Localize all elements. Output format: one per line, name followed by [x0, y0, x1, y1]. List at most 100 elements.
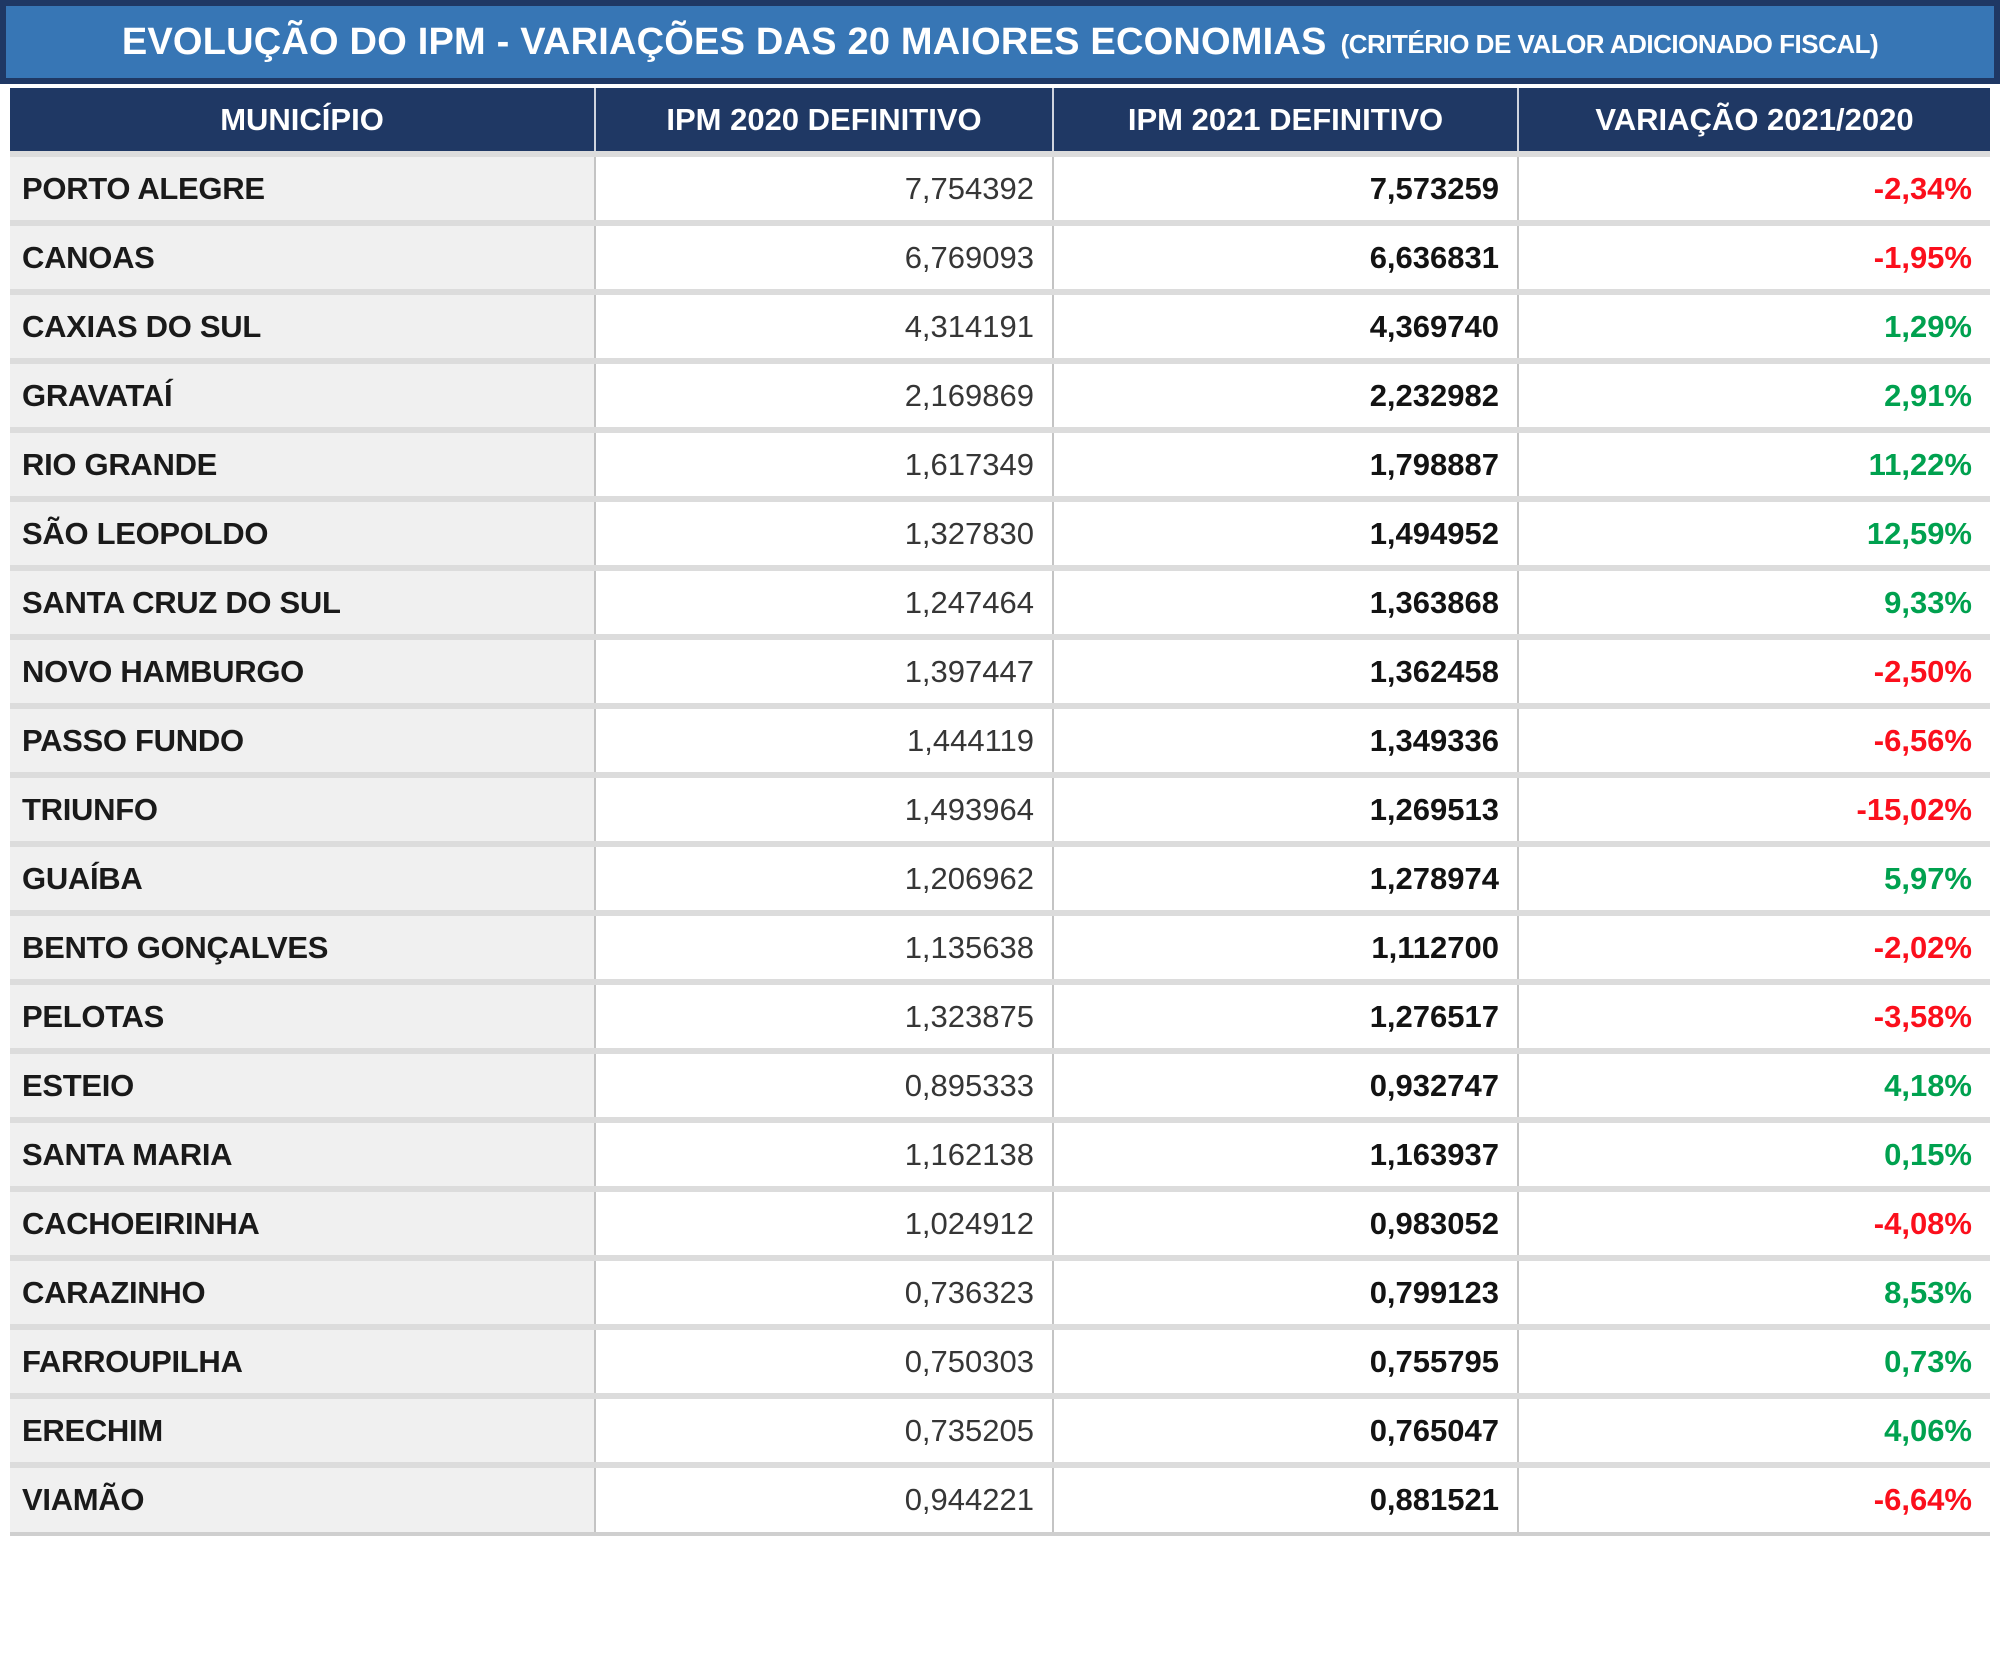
- ipm-2021-cell: 0,983052: [1052, 1189, 1518, 1258]
- municipio-cell: ESTEIO: [10, 1051, 595, 1120]
- ipm-2020-cell: 1,206962: [594, 844, 1053, 913]
- table-title-bar: EVOLUÇÃO DO IPM - VARIAÇÕES DAS 20 MAIOR…: [0, 0, 2000, 84]
- column-header-ipm-2021: IPM 2021 DEFINITIVO: [1052, 88, 1518, 154]
- ipm-2021-cell: 0,765047: [1052, 1396, 1518, 1465]
- ipm-2020-cell: 1,162138: [594, 1120, 1053, 1189]
- ipm-2020-cell: 0,736323: [594, 1258, 1053, 1327]
- column-header-ipm-2020: IPM 2020 DEFINITIVO: [594, 88, 1053, 154]
- ipm-2021-cell: 1,269513: [1052, 775, 1518, 844]
- variacao-cell: -6,56%: [1517, 706, 1990, 775]
- municipio-cell: PELOTAS: [10, 982, 595, 1051]
- municipio-cell: CANOAS: [10, 223, 595, 292]
- municipio-cell: PORTO ALEGRE: [10, 154, 595, 223]
- table-row: RIO GRANDE 1,617349 1,798887 11,22%: [10, 430, 1990, 499]
- table-row: CACHOEIRINHA 1,024912 0,983052 -4,08%: [10, 1189, 1990, 1258]
- ipm-data-table: MUNICÍPIO IPM 2020 DEFINITIVO IPM 2021 D…: [10, 88, 1990, 1536]
- table-row: TRIUNFO 1,493964 1,269513 -15,02%: [10, 775, 1990, 844]
- ipm-2020-cell: 0,895333: [594, 1051, 1053, 1120]
- ipm-2021-cell: 0,799123: [1052, 1258, 1518, 1327]
- ipm-2021-cell: 1,163937: [1052, 1120, 1518, 1189]
- table-row: SANTA CRUZ DO SUL 1,247464 1,363868 9,33…: [10, 568, 1990, 637]
- table-row: VIAMÃO 0,944221 0,881521 -6,64%: [10, 1465, 1990, 1534]
- column-header-municipio: MUNICÍPIO: [10, 88, 595, 154]
- ipm-2020-cell: 1,327830: [594, 499, 1053, 568]
- table-row: ERECHIM 0,735205 0,765047 4,06%: [10, 1396, 1990, 1465]
- ipm-2021-cell: 1,362458: [1052, 637, 1518, 706]
- table-row: FARROUPILHA 0,750303 0,755795 0,73%: [10, 1327, 1990, 1396]
- municipio-cell: GRAVATAÍ: [10, 361, 595, 430]
- ipm-2020-cell: 0,944221: [594, 1465, 1053, 1534]
- ipm-2020-cell: 1,444119: [594, 706, 1053, 775]
- ipm-2020-cell: 1,247464: [594, 568, 1053, 637]
- variacao-cell: 2,91%: [1517, 361, 1990, 430]
- ipm-2020-cell: 0,750303: [594, 1327, 1053, 1396]
- ipm-2021-cell: 4,369740: [1052, 292, 1518, 361]
- ipm-2021-cell: 1,494952: [1052, 499, 1518, 568]
- municipio-cell: VIAMÃO: [10, 1465, 595, 1534]
- ipm-2021-cell: 0,932747: [1052, 1051, 1518, 1120]
- municipio-cell: SANTA CRUZ DO SUL: [10, 568, 595, 637]
- table-body: PORTO ALEGRE 7,754392 7,573259 -2,34% CA…: [10, 154, 1990, 1534]
- ipm-2020-cell: 0,735205: [594, 1396, 1053, 1465]
- table-row: CANOAS 6,769093 6,636831 -1,95%: [10, 223, 1990, 292]
- municipio-cell: RIO GRANDE: [10, 430, 595, 499]
- variacao-cell: -2,02%: [1517, 913, 1990, 982]
- variacao-cell: -3,58%: [1517, 982, 1990, 1051]
- variacao-cell: 4,06%: [1517, 1396, 1990, 1465]
- table-row: SÃO LEOPOLDO 1,327830 1,494952 12,59%: [10, 499, 1990, 568]
- ipm-2021-cell: 1,278974: [1052, 844, 1518, 913]
- table-row: NOVO HAMBURGO 1,397447 1,362458 -2,50%: [10, 637, 1990, 706]
- ipm-2020-cell: 1,617349: [594, 430, 1053, 499]
- table-row: PASSO FUNDO 1,444119 1,349336 -6,56%: [10, 706, 1990, 775]
- ipm-2020-cell: 1,135638: [594, 913, 1053, 982]
- ipm-2020-cell: 7,754392: [594, 154, 1053, 223]
- municipio-cell: CACHOEIRINHA: [10, 1189, 595, 1258]
- ipm-2021-cell: 1,276517: [1052, 982, 1518, 1051]
- table-row: GRAVATAÍ 2,169869 2,232982 2,91%: [10, 361, 1990, 430]
- variacao-cell: 0,73%: [1517, 1327, 1990, 1396]
- municipio-cell: FARROUPILHA: [10, 1327, 595, 1396]
- ipm-2021-cell: 1,798887: [1052, 430, 1518, 499]
- ipm-2020-cell: 1,024912: [594, 1189, 1053, 1258]
- variacao-cell: 9,33%: [1517, 568, 1990, 637]
- ipm-2020-cell: 4,314191: [594, 292, 1053, 361]
- municipio-cell: TRIUNFO: [10, 775, 595, 844]
- ipm-2020-cell: 1,397447: [594, 637, 1053, 706]
- ipm-2021-cell: 0,881521: [1052, 1465, 1518, 1534]
- municipio-cell: CARAZINHO: [10, 1258, 595, 1327]
- municipio-cell: NOVO HAMBURGO: [10, 637, 595, 706]
- variacao-cell: 4,18%: [1517, 1051, 1990, 1120]
- municipio-cell: SANTA MARIA: [10, 1120, 595, 1189]
- table-row: SANTA MARIA 1,162138 1,163937 0,15%: [10, 1120, 1990, 1189]
- ipm-2021-cell: 2,232982: [1052, 361, 1518, 430]
- table-header: MUNICÍPIO IPM 2020 DEFINITIVO IPM 2021 D…: [10, 88, 1990, 154]
- ipm-2021-cell: 7,573259: [1052, 154, 1518, 223]
- table-row: CAXIAS DO SUL 4,314191 4,369740 1,29%: [10, 292, 1990, 361]
- variacao-cell: -6,64%: [1517, 1465, 1990, 1534]
- ipm-2020-cell: 1,323875: [594, 982, 1053, 1051]
- ipm-2021-cell: 1,349336: [1052, 706, 1518, 775]
- ipm-2021-cell: 1,363868: [1052, 568, 1518, 637]
- variacao-cell: 11,22%: [1517, 430, 1990, 499]
- ipm-2021-cell: 1,112700: [1052, 913, 1518, 982]
- ipm-2021-cell: 6,636831: [1052, 223, 1518, 292]
- ipm-2020-cell: 2,169869: [594, 361, 1053, 430]
- column-header-variacao: VARIAÇÃO 2021/2020: [1517, 88, 1990, 154]
- variacao-cell: -4,08%: [1517, 1189, 1990, 1258]
- table-row: PELOTAS 1,323875 1,276517 -3,58%: [10, 982, 1990, 1051]
- table-title: EVOLUÇÃO DO IPM - VARIAÇÕES DAS 20 MAIOR…: [121, 20, 1327, 63]
- table-row: GUAÍBA 1,206962 1,278974 5,97%: [10, 844, 1990, 913]
- municipio-cell: BENTO GONÇALVES: [10, 913, 595, 982]
- table-row: BENTO GONÇALVES 1,135638 1,112700 -2,02%: [10, 913, 1990, 982]
- variacao-cell: 12,59%: [1517, 499, 1990, 568]
- variacao-cell: 1,29%: [1517, 292, 1990, 361]
- table-row: ESTEIO 0,895333 0,932747 4,18%: [10, 1051, 1990, 1120]
- variacao-cell: -2,34%: [1517, 154, 1990, 223]
- variacao-cell: -2,50%: [1517, 637, 1990, 706]
- municipio-cell: ERECHIM: [10, 1396, 595, 1465]
- variacao-cell: -1,95%: [1517, 223, 1990, 292]
- ipm-2020-cell: 1,493964: [594, 775, 1053, 844]
- ipm-2021-cell: 0,755795: [1052, 1327, 1518, 1396]
- municipio-cell: PASSO FUNDO: [10, 706, 595, 775]
